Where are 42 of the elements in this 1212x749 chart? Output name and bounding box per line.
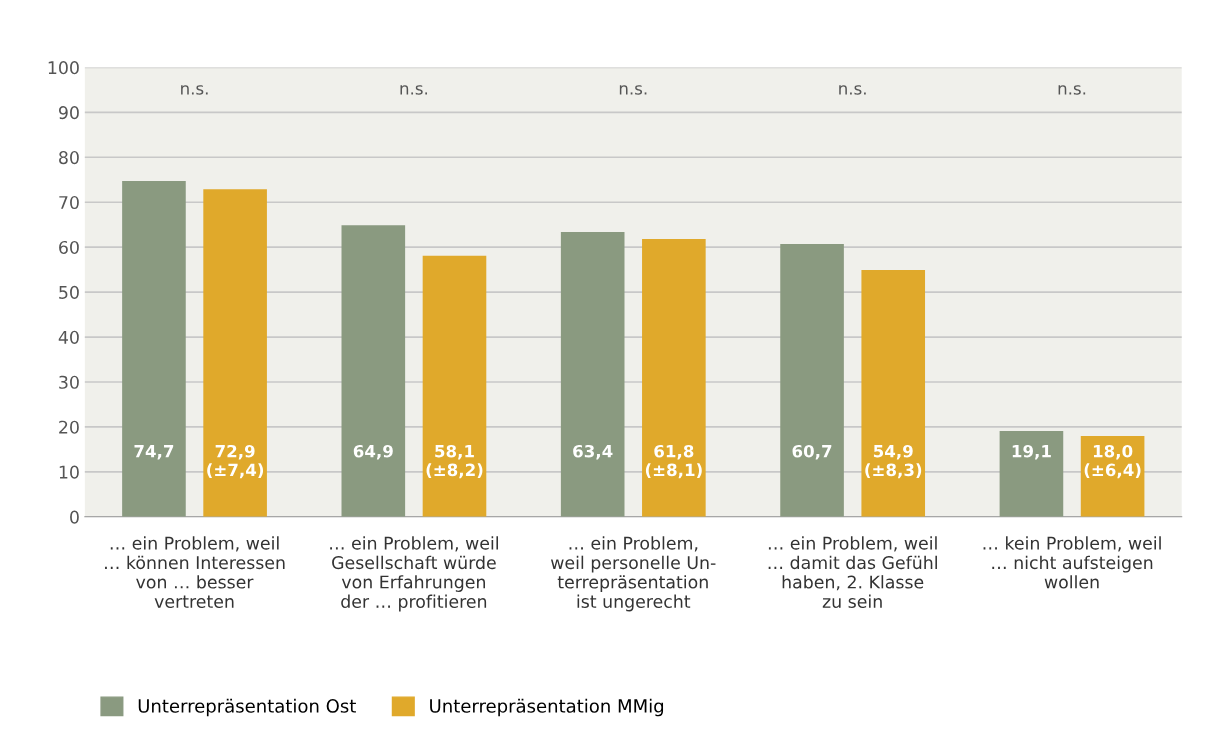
x-tick-label: … ein Problem, weil personelle Un- terrepräsentation ist ungerecht — [550, 536, 716, 612]
data-label: 19,1 — [1012, 444, 1051, 460]
bar — [422, 255, 487, 517]
bar — [642, 239, 706, 517]
data-label: 58,1 (±8,2) — [426, 444, 483, 479]
bar — [999, 430, 1064, 517]
y-tick-label: 70 — [59, 195, 79, 210]
x-tick-label: … ein Problem, weil Gesellschaft würde von Erfahrungen der … profitieren — [330, 536, 498, 612]
legend-label: Unterrepräsentation Ost — [138, 698, 356, 717]
data-label: 64,9 — [353, 444, 393, 460]
annotation: n.s. — [839, 85, 866, 95]
y-tick-label: 10 — [59, 465, 79, 479]
y-tick-label: 40 — [58, 330, 79, 344]
x-tick-label: … kein Problem, weil … nicht aufsteigen wollen — [983, 536, 1161, 589]
y-tick-label: 30 — [59, 375, 79, 389]
y-tick-label: 50 — [59, 285, 79, 299]
data-label: 18,0 (±6,4) — [1084, 444, 1141, 479]
annotation: n.s. — [619, 85, 647, 95]
y-tick-label: 80 — [59, 151, 79, 165]
y-tick-label: 60 — [59, 240, 79, 255]
x-tick-label: … ein Problem, weil … können Interessen von … besser vertreten — [105, 536, 285, 609]
bar — [861, 270, 926, 517]
data-label: 72,9 (±7,4) — [207, 444, 264, 479]
y-tick-label: 90 — [58, 106, 79, 120]
data-label: 54,9 (±8,3) — [865, 444, 922, 479]
bar — [203, 189, 267, 517]
data-label: 63,4 — [573, 444, 613, 460]
bar — [341, 225, 406, 517]
bar — [122, 181, 186, 517]
y-tick-label: 100 — [48, 61, 79, 75]
annotation: n.s. — [181, 85, 208, 95]
y-tick-label: 20 — [59, 420, 79, 434]
annotation: n.s. — [400, 85, 428, 95]
annotation: n.s. — [1058, 85, 1086, 95]
y-tick-label: 0 — [70, 510, 79, 524]
data-label: 60,7 — [792, 444, 832, 460]
legend-label: Unterrepräsentation MMig — [430, 698, 664, 717]
x-tick-label: … ein Problem, weil … damit das Gefühl haben, 2. Klasse zu sein — [768, 536, 937, 609]
data-label: 74,7 — [134, 445, 174, 460]
bar — [780, 244, 844, 517]
data-label: 61,8 (±8,1) — [645, 444, 702, 479]
bar — [560, 231, 625, 517]
